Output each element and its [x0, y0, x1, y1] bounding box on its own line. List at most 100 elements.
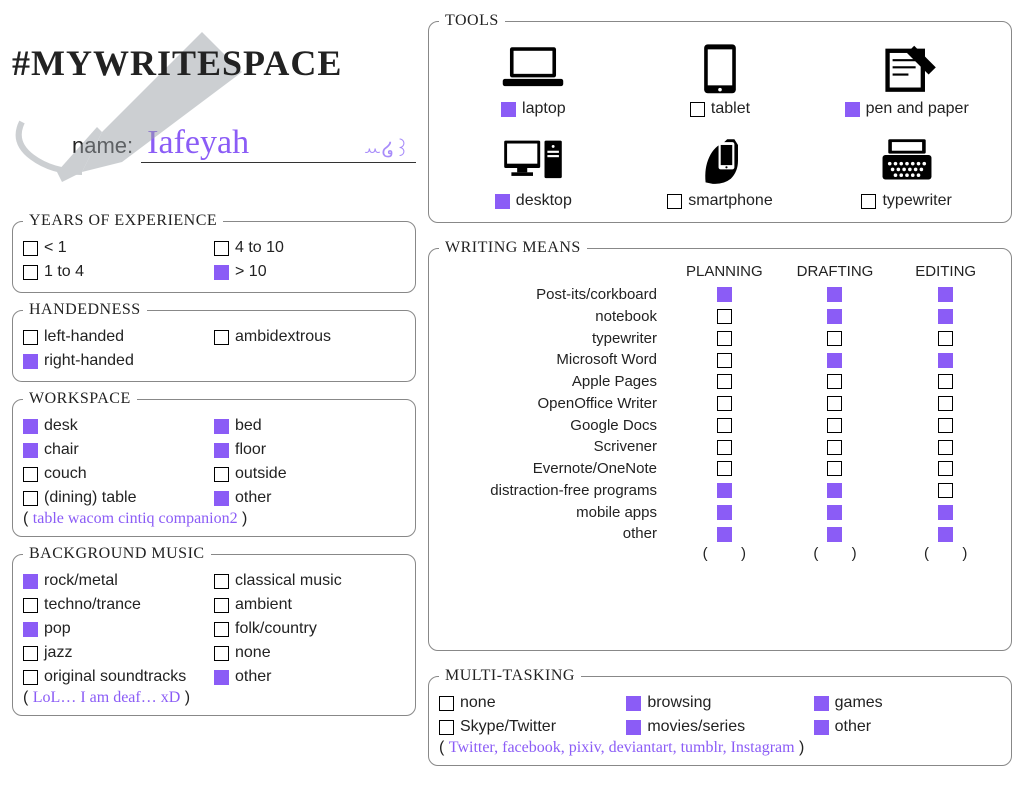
checkbox[interactable]	[626, 696, 641, 711]
checkbox[interactable]	[667, 194, 682, 209]
checkbox[interactable]	[717, 461, 732, 476]
checkbox[interactable]	[827, 353, 842, 368]
checkbox[interactable]	[439, 696, 454, 711]
option-item[interactable]: right-handed	[23, 349, 214, 373]
option-item[interactable]: outside	[214, 462, 405, 486]
option-item[interactable]: couch	[23, 462, 214, 486]
checkbox[interactable]	[717, 440, 732, 455]
checkbox[interactable]	[827, 418, 842, 433]
option-item[interactable]: 4 to 10	[214, 236, 405, 260]
tool-checkbox-row[interactable]: tablet	[690, 100, 750, 118]
checkbox[interactable]	[814, 720, 829, 735]
checkbox[interactable]	[439, 720, 454, 735]
checkbox[interactable]	[861, 194, 876, 209]
checkbox[interactable]	[214, 265, 229, 280]
checkbox[interactable]	[23, 646, 38, 661]
option-item[interactable]: techno/trance	[23, 593, 214, 617]
checkbox[interactable]	[214, 443, 229, 458]
checkbox[interactable]	[717, 483, 732, 498]
checkbox[interactable]	[214, 330, 229, 345]
checkbox[interactable]	[23, 265, 38, 280]
checkbox[interactable]	[938, 418, 953, 433]
checkbox[interactable]	[938, 374, 953, 389]
checkbox[interactable]	[501, 102, 516, 117]
checkbox[interactable]	[717, 353, 732, 368]
tool-checkbox-row[interactable]: pen and paper	[845, 100, 969, 118]
multi-other-text[interactable]: Twitter, facebook, pixiv, deviantart, tu…	[449, 739, 795, 756]
checkbox[interactable]	[814, 696, 829, 711]
option-item[interactable]: other	[214, 486, 405, 510]
checkbox[interactable]	[23, 354, 38, 369]
checkbox[interactable]	[938, 527, 953, 542]
option-item[interactable]: none	[439, 691, 626, 715]
tool-checkbox-row[interactable]: laptop	[501, 100, 566, 118]
checkbox[interactable]	[717, 396, 732, 411]
checkbox[interactable]	[214, 670, 229, 685]
checkbox[interactable]	[938, 331, 953, 346]
checkbox[interactable]	[214, 646, 229, 661]
option-item[interactable]: movies/series	[626, 715, 813, 739]
tool-checkbox-row[interactable]: typewriter	[861, 192, 951, 210]
option-item[interactable]: other	[214, 665, 405, 689]
checkbox[interactable]	[214, 241, 229, 256]
option-item[interactable]: original soundtracks	[23, 665, 214, 689]
option-item[interactable]: (dining) table	[23, 486, 214, 510]
option-item[interactable]: > 10	[214, 260, 405, 284]
checkbox[interactable]	[827, 461, 842, 476]
option-item[interactable]: < 1	[23, 236, 214, 260]
checkbox[interactable]	[690, 102, 705, 117]
checkbox[interactable]	[938, 505, 953, 520]
checkbox[interactable]	[214, 491, 229, 506]
checkbox[interactable]	[626, 720, 641, 735]
checkbox[interactable]	[827, 309, 842, 324]
checkbox[interactable]	[214, 574, 229, 589]
checkbox[interactable]	[23, 467, 38, 482]
checkbox[interactable]	[938, 461, 953, 476]
checkbox[interactable]	[938, 287, 953, 302]
option-item[interactable]: ambidextrous	[214, 325, 405, 349]
checkbox[interactable]	[23, 443, 38, 458]
option-item[interactable]: left-handed	[23, 325, 214, 349]
checkbox[interactable]	[23, 491, 38, 506]
checkbox[interactable]	[827, 396, 842, 411]
option-item[interactable]: ambient	[214, 593, 405, 617]
option-item[interactable]: Skype/Twitter	[439, 715, 626, 739]
option-item[interactable]: chair	[23, 438, 214, 462]
option-item[interactable]: games	[814, 691, 1001, 715]
option-item[interactable]: other	[814, 715, 1001, 739]
checkbox[interactable]	[827, 287, 842, 302]
checkbox[interactable]	[827, 374, 842, 389]
option-item[interactable]: pop	[23, 617, 214, 641]
checkbox[interactable]	[495, 194, 510, 209]
checkbox[interactable]	[23, 419, 38, 434]
checkbox[interactable]	[717, 505, 732, 520]
checkbox[interactable]	[717, 418, 732, 433]
option-item[interactable]: folk/country	[214, 617, 405, 641]
checkbox[interactable]	[938, 396, 953, 411]
checkbox[interactable]	[938, 440, 953, 455]
checkbox[interactable]	[827, 505, 842, 520]
option-item[interactable]: desk	[23, 414, 214, 438]
checkbox[interactable]	[23, 241, 38, 256]
checkbox[interactable]	[938, 309, 953, 324]
checkbox[interactable]	[827, 527, 842, 542]
checkbox[interactable]	[717, 287, 732, 302]
checkbox[interactable]	[23, 622, 38, 637]
checkbox[interactable]	[214, 598, 229, 613]
checkbox[interactable]	[23, 574, 38, 589]
tool-checkbox-row[interactable]: desktop	[495, 192, 572, 210]
checkbox[interactable]	[827, 331, 842, 346]
option-item[interactable]: none	[214, 641, 405, 665]
checkbox[interactable]	[23, 598, 38, 613]
checkbox[interactable]	[717, 374, 732, 389]
checkbox[interactable]	[938, 483, 953, 498]
checkbox[interactable]	[717, 331, 732, 346]
checkbox[interactable]	[23, 670, 38, 685]
option-item[interactable]: bed	[214, 414, 405, 438]
option-item[interactable]: floor	[214, 438, 405, 462]
option-item[interactable]: 1 to 4	[23, 260, 214, 284]
checkbox[interactable]	[717, 527, 732, 542]
checkbox[interactable]	[23, 330, 38, 345]
checkbox[interactable]	[214, 419, 229, 434]
tool-checkbox-row[interactable]: smartphone	[667, 192, 773, 210]
